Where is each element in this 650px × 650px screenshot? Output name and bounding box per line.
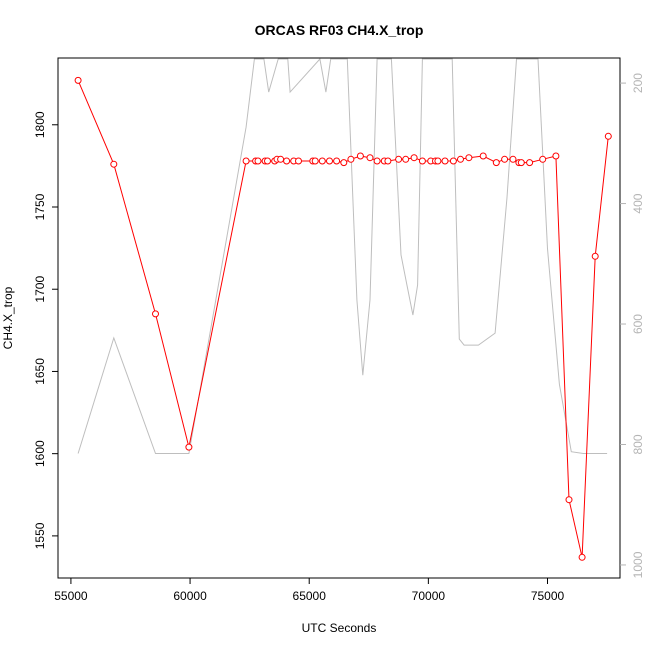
y2-tick-label: 400 [631,193,645,213]
data-point [395,155,403,163]
data-point [264,157,271,165]
data-point [74,76,82,84]
data-point [384,157,392,165]
data-point [333,157,341,165]
x-tick-label: 70000 [412,589,446,603]
data-point [457,155,464,163]
data-point [254,157,262,165]
data-point [604,132,612,140]
data-point [373,157,381,165]
y-tick-label: 1800 [33,111,47,138]
data-point [402,155,410,163]
data-point [318,157,326,165]
data-point [517,159,525,167]
y-tick-label: 1550 [33,522,47,549]
data-point [441,157,449,165]
data-point [152,310,159,318]
data-point [434,157,442,165]
plot-frame [57,57,621,579]
x-tick-label: 60000 [173,589,207,603]
data-point [552,152,560,160]
series-line-primary [77,80,609,558]
data-point [492,159,500,167]
data-point [326,157,333,165]
data-point [340,159,348,167]
y2-tick-label: 800 [631,434,645,454]
data-point [347,155,355,163]
data-point [449,157,457,165]
data-point [418,157,426,165]
y2-tick-label: 600 [631,314,645,334]
y-tick-label: 1650 [33,358,47,385]
data-point [283,157,291,165]
data-point [356,152,364,160]
data-point [565,496,573,504]
plot-area: 55000 60000 65000 70000 75000 1550 1600 1650 170… [33,57,645,603]
data-point [110,160,118,168]
data-point [242,157,250,165]
data-point [578,553,586,561]
data-point [539,155,547,163]
data-point [509,155,517,163]
data-point [526,159,534,167]
y-tick-label: 1750 [33,193,47,220]
x-axis-label: UTC Seconds [302,621,377,635]
chart-title: ORCAS RF03 CH4.X_trop [255,22,424,38]
data-point [185,443,193,451]
data-point [591,252,599,260]
y2-tick-label: 200 [631,73,645,93]
y2-tick-label: 1000 [631,551,645,578]
data-point [479,152,487,160]
data-point [501,155,509,163]
x-tick-label: 75000 [531,589,565,603]
data-point [295,157,302,165]
y-tick-label: 1600 [33,440,47,467]
data-point [366,154,374,162]
y-tick-label: 1700 [33,276,47,303]
y-axis-label: CH4.X_trop [1,286,15,349]
x-tick-label: 55000 [54,589,88,603]
data-point [465,154,473,162]
data-point [410,154,418,162]
series-line-secondary [77,58,608,454]
data-point [277,155,285,163]
x-tick-label: 65000 [293,589,327,603]
data-point [311,157,319,165]
